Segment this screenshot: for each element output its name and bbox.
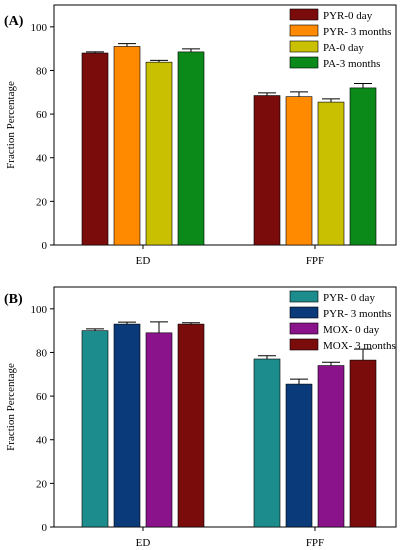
bar — [285, 383, 313, 528]
y-tick-label: 60 — [36, 109, 48, 121]
x-tick-label: ED — [136, 255, 151, 267]
legend-swatch — [289, 24, 319, 37]
bar — [285, 96, 313, 246]
bar — [145, 332, 173, 528]
legend-swatch — [289, 338, 319, 351]
legend-swatch — [289, 322, 319, 335]
bar — [81, 52, 109, 246]
bar — [113, 46, 141, 246]
y-tick-label: 40 — [36, 435, 48, 447]
y-tick-label: 0 — [42, 240, 48, 252]
bar — [349, 359, 377, 528]
legend-swatch — [289, 8, 319, 21]
legend-swatch — [289, 290, 319, 303]
y-tick-label: 20 — [36, 196, 48, 208]
bar — [253, 95, 281, 246]
bar — [177, 323, 205, 528]
bar — [177, 51, 205, 246]
bar — [349, 87, 377, 246]
legend-entry: MOX- 3 months — [323, 340, 396, 352]
bar — [81, 330, 109, 528]
y-tick-label: 100 — [31, 304, 48, 316]
legend-entry: PYR- 3 months — [323, 26, 391, 38]
bar — [113, 323, 141, 528]
bar — [317, 101, 345, 246]
legend-entry: PA-3 months — [323, 58, 380, 70]
chart-panel-1: 0 20 40 60 80 100 (A) Fraction Percentage ED FPF P… — [4, 4, 397, 267]
y-tick-label: 20 — [36, 478, 48, 490]
x-tick-label: FPF — [306, 255, 324, 267]
y-tick-label: 100 — [31, 22, 48, 34]
y-tick-label: 60 — [36, 391, 48, 403]
legend-swatch — [289, 40, 319, 53]
legend-entry: MOX- 0 day — [323, 324, 380, 336]
x-tick-label: ED — [136, 537, 151, 549]
legend-swatch — [289, 56, 319, 69]
y-tick-label: 80 — [36, 65, 48, 77]
bar — [145, 61, 173, 246]
legend-entry: PA-0 day — [323, 42, 364, 54]
legend-entry: PYR- 3 months — [323, 308, 391, 320]
x-tick-label: FPF — [306, 537, 324, 549]
chart-panel-2: 0 20 40 60 80 100 (B) Fraction Percentage ED FPF P… — [4, 286, 397, 549]
y-tick-label: 80 — [36, 347, 48, 359]
y-tick-label: 0 — [42, 522, 48, 534]
y-axis-label: Fraction Percentage — [5, 81, 17, 169]
bar — [317, 365, 345, 528]
bar — [253, 358, 281, 528]
legend-swatch — [289, 306, 319, 319]
legend-entry: PYR-0 day — [323, 10, 373, 22]
panel-label: (A) — [4, 14, 24, 29]
y-tick-label: 40 — [36, 153, 48, 165]
plot-frame — [53, 4, 397, 246]
y-axis-label: Fraction Percentage — [5, 363, 17, 451]
panel-label: (B) — [4, 292, 23, 307]
plot-frame — [53, 286, 397, 528]
legend-entry: PYR- 0 day — [323, 292, 375, 304]
